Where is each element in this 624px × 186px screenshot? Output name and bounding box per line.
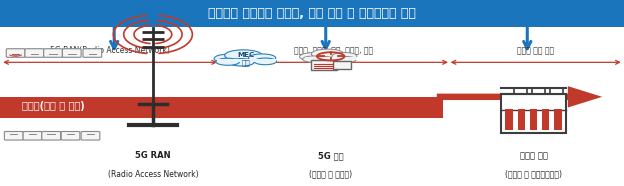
- Circle shape: [214, 54, 244, 63]
- FancyBboxPatch shape: [554, 109, 562, 130]
- Circle shape: [332, 52, 357, 60]
- FancyBboxPatch shape: [542, 109, 549, 130]
- Text: 5G 코어: 5G 코어: [318, 151, 344, 160]
- FancyBboxPatch shape: [4, 132, 23, 140]
- FancyBboxPatch shape: [23, 132, 42, 140]
- FancyBboxPatch shape: [83, 49, 102, 57]
- FancyBboxPatch shape: [81, 132, 100, 140]
- FancyBboxPatch shape: [333, 61, 351, 69]
- Circle shape: [313, 57, 336, 63]
- FancyBboxPatch shape: [514, 88, 527, 94]
- Circle shape: [336, 57, 356, 62]
- FancyBboxPatch shape: [517, 109, 525, 130]
- Text: 5G RAN(Radio Access Network): 5G RAN(Radio Access Network): [50, 46, 170, 55]
- Text: 네트워크 슬라이싱 자동화, 분석 기능 및 소프트웨어 제어: 네트워크 슬라이싱 자동화, 분석 기능 및 소프트웨어 제어: [208, 7, 416, 20]
- Circle shape: [248, 54, 276, 62]
- Circle shape: [254, 58, 276, 65]
- FancyBboxPatch shape: [532, 88, 545, 94]
- Circle shape: [229, 59, 254, 66]
- FancyBboxPatch shape: [550, 88, 563, 94]
- Text: (Radio Access Network): (Radio Access Network): [107, 170, 198, 179]
- Text: 액스홀, 메트로, 지역, 장거리, 해저: 액스홀, 메트로, 지역, 장거리, 해저: [295, 46, 373, 55]
- FancyBboxPatch shape: [0, 0, 624, 27]
- FancyBboxPatch shape: [0, 97, 443, 118]
- FancyBboxPatch shape: [6, 49, 25, 57]
- Circle shape: [303, 56, 324, 62]
- Text: MEC
노드: MEC 노드: [238, 52, 255, 66]
- Text: (자동화 및 가상화): (자동화 및 가상화): [309, 170, 353, 179]
- FancyBboxPatch shape: [505, 109, 513, 130]
- FancyBboxPatch shape: [530, 109, 537, 130]
- FancyBboxPatch shape: [61, 132, 80, 140]
- Text: 데이터 센터: 데이터 센터: [520, 151, 547, 160]
- Circle shape: [225, 50, 262, 61]
- FancyBboxPatch shape: [44, 49, 62, 57]
- FancyBboxPatch shape: [311, 60, 337, 70]
- Polygon shape: [437, 86, 602, 108]
- Text: 종단점(사람 및 기계): 종단점(사람 및 기계): [22, 102, 84, 111]
- Circle shape: [300, 53, 327, 61]
- Circle shape: [311, 49, 344, 59]
- FancyBboxPatch shape: [62, 49, 81, 57]
- FancyBboxPatch shape: [305, 57, 357, 60]
- FancyBboxPatch shape: [500, 94, 567, 133]
- Text: (컨텐츠 및 애플리케이션): (컨텐츠 및 애플리케이션): [505, 170, 562, 179]
- Text: 5G RAN: 5G RAN: [135, 151, 171, 160]
- FancyBboxPatch shape: [42, 132, 61, 140]
- Text: 데이터 센터 내부: 데이터 센터 내부: [517, 46, 554, 55]
- Circle shape: [216, 58, 240, 65]
- FancyBboxPatch shape: [25, 49, 44, 57]
- FancyBboxPatch shape: [217, 59, 276, 62]
